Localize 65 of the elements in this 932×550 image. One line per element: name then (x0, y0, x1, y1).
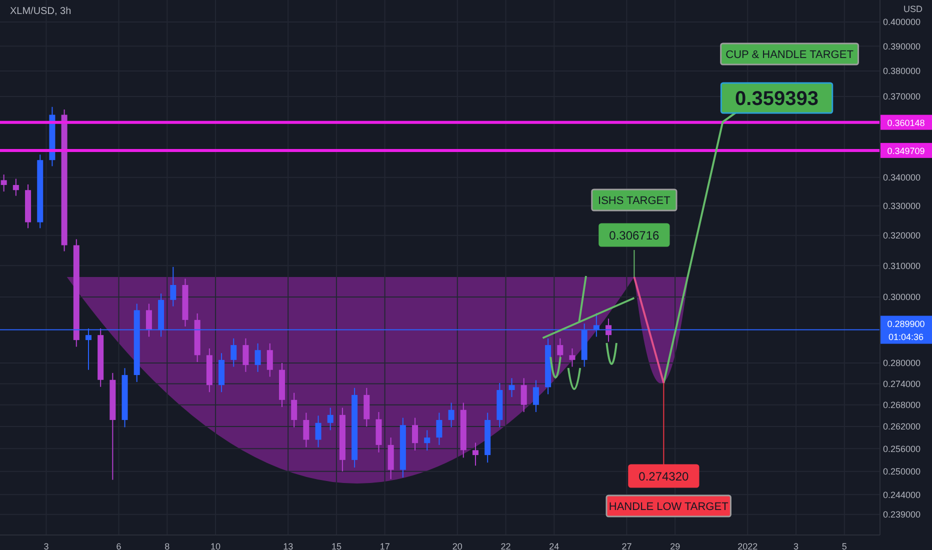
text: XLM/USD, 3h (10, 6, 72, 17)
annotation: HANDLE LOW TARGET (608, 500, 729, 513)
x-tick-label: 24 (549, 541, 560, 550)
candlestick (242, 338, 249, 372)
candlestick (146, 303, 152, 338)
y-tick-label: 0.268000 (883, 400, 921, 410)
ref-line-label: 0.360148 (887, 118, 925, 128)
x-tick-label: 6 (116, 541, 122, 550)
candlestick (472, 442, 478, 466)
x-tick-label: 27 (622, 541, 632, 550)
x-tick-label: 13 (283, 541, 294, 550)
x-tick-label: 5 (842, 541, 847, 550)
y-tick-label: 0.390000 (883, 41, 921, 52)
x-tick-label: 29 (670, 541, 680, 550)
y-tick-label: 0.244000 (883, 490, 921, 500)
y-axis-title: USD (903, 4, 923, 14)
y-tick-label: 0.274000 (883, 378, 921, 389)
x-tick-label: 15 (331, 541, 342, 550)
x-tick-label: 22 (500, 541, 511, 550)
annotation: ISHS TARGET (598, 194, 671, 207)
annotation: 0.274320 (638, 469, 690, 484)
candlestick (266, 342, 273, 378)
y-tick-label: 0.380000 (883, 66, 921, 76)
y-tick-label: 0.340000 (883, 172, 921, 183)
y-tick-label: 0.250000 (883, 466, 921, 477)
candlestick (424, 430, 430, 452)
x-tick-label: 3 (794, 541, 799, 550)
ref-line-label: 0.289900 01:04:36 (887, 318, 925, 342)
y-tick-label: 0.310000 (883, 260, 921, 271)
annotation: 0.359393 (735, 88, 818, 110)
candlestick (12, 178, 19, 196)
candlestick (170, 266, 176, 307)
candlestick (508, 378, 515, 398)
x-tick-label: 17 (380, 541, 390, 550)
x-tick-label: 10 (210, 541, 221, 550)
x-tick-label: 3 (44, 541, 49, 550)
y-tick-label: 0.370000 (883, 92, 921, 102)
y-tick-label: 0.256000 (883, 444, 921, 454)
y-tick-label: 0.330000 (883, 201, 921, 212)
x-tick-label: 8 (164, 541, 170, 550)
annotation: CUP & HANDLE TARGET (726, 48, 854, 61)
candlestick (254, 342, 261, 372)
candlestick (606, 318, 612, 342)
y-tick-label: 0.320000 (883, 230, 921, 241)
candlestick (303, 412, 310, 448)
candlestick (569, 348, 576, 368)
ref-line-label: 0.349709 (887, 146, 925, 156)
y-tick-label: 0.280000 (883, 358, 921, 368)
candlestick (291, 392, 298, 428)
annotation: 0.306716 (609, 228, 660, 242)
x-tick-label: 20 (452, 541, 462, 550)
candlestick (448, 402, 454, 428)
y-tick-label: 0.300000 (883, 292, 921, 302)
y-tick-label: 0.262000 (883, 422, 921, 432)
x-tick-label: 2022 (738, 541, 758, 550)
candlestick (532, 380, 539, 413)
candlestick (230, 338, 237, 368)
candlestick (0, 174, 7, 192)
candlestick (520, 378, 527, 413)
candlestick (436, 412, 442, 446)
y-tick-label: 0.239000 (883, 510, 921, 520)
candlestick (315, 415, 322, 448)
y-tick-label: 0.400000 (883, 17, 921, 28)
candlestick (327, 407, 334, 431)
candlestick (412, 417, 418, 452)
